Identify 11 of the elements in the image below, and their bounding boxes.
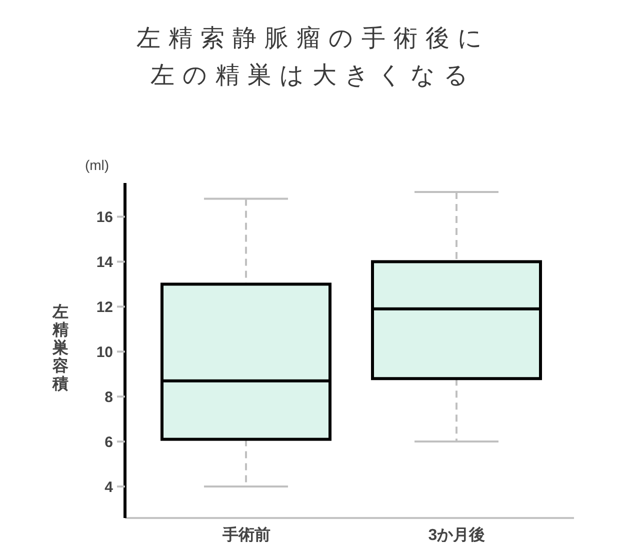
y-tick-label: 6 xyxy=(104,434,113,451)
y-tick-label: 16 xyxy=(96,209,113,226)
text: (ml) xyxy=(84,157,110,173)
chart-title: 左精索静脈瘤の手術後に xyxy=(136,24,492,54)
y-tick-label: 4 xyxy=(104,478,114,496)
y-tick-label: 12 xyxy=(96,298,113,316)
chart-subtitle: 左の精巣は大きくなる xyxy=(150,61,478,91)
y-tick-label: 10 xyxy=(96,344,113,361)
y-tick-label: 8 xyxy=(104,388,113,406)
y-tick-label: 14 xyxy=(96,254,114,272)
y-axis-title: 左精巣容積 xyxy=(52,304,69,394)
